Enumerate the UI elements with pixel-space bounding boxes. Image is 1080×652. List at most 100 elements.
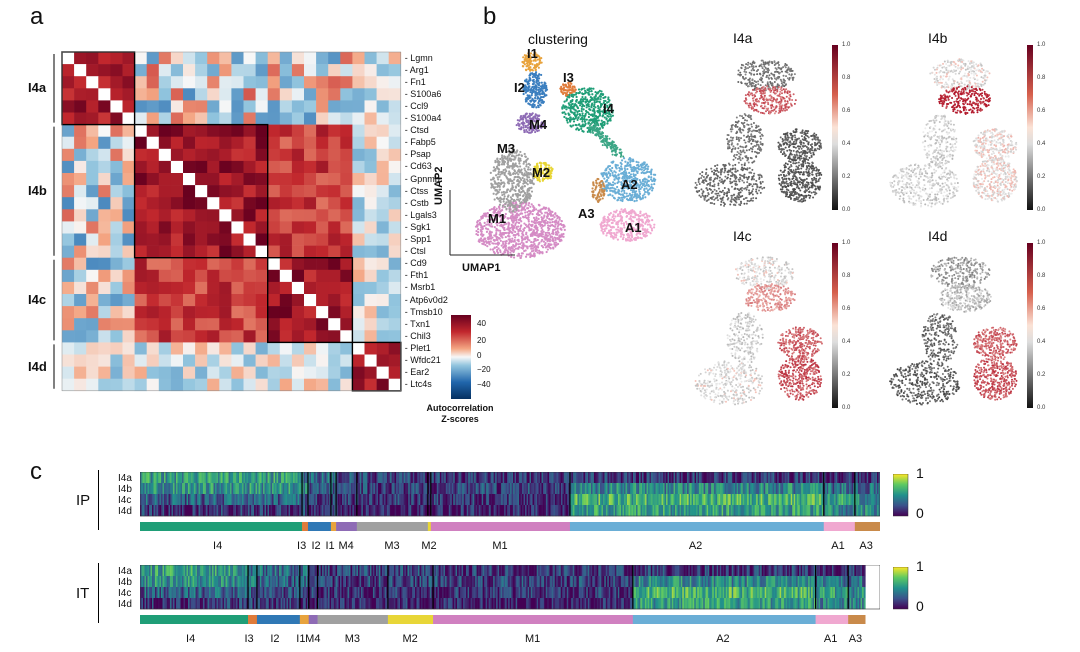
cell-point [631, 166, 634, 169]
cell-point [606, 135, 609, 138]
cell-point [528, 79, 531, 82]
heatmap-cell [207, 281, 220, 295]
heatmap-cell [122, 76, 135, 89]
cell-point [647, 165, 650, 168]
cell-point [729, 128, 732, 131]
cell-point [569, 108, 572, 112]
cell-point [789, 68, 792, 71]
cell-point [481, 225, 484, 228]
heatmap-cell [304, 185, 317, 198]
cell-point [562, 83, 565, 86]
cell-point [524, 100, 528, 103]
cell-point [610, 146, 613, 149]
heatmap-cell [243, 209, 256, 222]
cell-point [511, 166, 514, 169]
cell-point [514, 236, 517, 239]
cell-point [488, 237, 491, 240]
cell-point [759, 111, 762, 114]
heatmap-cell [170, 64, 184, 77]
cell-point [749, 83, 752, 86]
cell-point [524, 124, 527, 128]
cell-point [476, 233, 480, 237]
heatmap-cell [146, 257, 160, 271]
heatmap-cell [98, 366, 111, 379]
heatmap-cell [207, 148, 220, 162]
heatmap-cell [86, 257, 99, 271]
cluster-label: A3 [578, 206, 595, 221]
cell-point [625, 198, 629, 201]
cell-point [496, 251, 500, 255]
cell-point [743, 70, 746, 73]
cell-point [592, 126, 595, 129]
cell-point [519, 256, 522, 259]
cell-point [610, 218, 613, 221]
cell-point [526, 175, 529, 179]
heatmap-cell [146, 112, 160, 125]
cell-point [510, 240, 513, 243]
cell-point [514, 247, 518, 250]
cell-point [519, 197, 522, 201]
cell-point [640, 223, 643, 226]
cell-point [754, 129, 757, 132]
cell-point [509, 251, 512, 254]
heatmap-cell [86, 233, 99, 246]
cell-point [565, 108, 568, 111]
cell-point [551, 237, 554, 240]
cell-point [535, 127, 538, 130]
cell-point [773, 108, 776, 111]
heatmap-cell [110, 281, 123, 295]
heatmap-cell [122, 136, 135, 150]
heatmap-cell [110, 173, 123, 186]
heatmap-cell [170, 281, 184, 295]
cell-point [598, 188, 601, 192]
heatmap-cell [364, 52, 377, 65]
heatmap-cell [255, 245, 268, 258]
cell-point [622, 179, 625, 183]
cell-point [790, 103, 793, 106]
cell-point [622, 194, 625, 197]
heatmap-cell [352, 160, 365, 174]
heatmap-cell [243, 245, 256, 258]
cell-point [752, 66, 755, 69]
heatmap-cell [267, 112, 281, 125]
cell-point [519, 116, 522, 119]
cell-point [757, 125, 760, 128]
heatmap-cell [74, 100, 87, 113]
cell-point [628, 224, 632, 227]
cell-point [517, 252, 520, 255]
cell-point [519, 150, 522, 154]
heatmap-cell [170, 245, 184, 258]
cell-point [526, 235, 529, 238]
cell-point [541, 228, 544, 232]
cell-point [526, 196, 530, 199]
cell-point [741, 157, 744, 160]
heatmap-cell [134, 330, 147, 343]
heatmap-cell [62, 354, 75, 367]
cell-point [501, 193, 504, 197]
cell-point [785, 64, 788, 67]
heatmap-cell [158, 318, 172, 331]
cell-point [533, 243, 536, 246]
cell-point [768, 74, 771, 77]
cell-point [606, 223, 609, 226]
cell-point [514, 189, 517, 192]
heatmap-cell [231, 52, 244, 65]
colorbar-tick: 20 [477, 336, 486, 345]
heatmap-cell [316, 366, 329, 379]
cluster-label: M4 [529, 117, 548, 132]
heatmap-cell [340, 160, 353, 174]
cell-point [565, 89, 569, 92]
cell-point [523, 167, 526, 170]
heatmap-cell [279, 76, 293, 89]
cell-point [607, 219, 610, 222]
heatmap-cell [352, 148, 365, 162]
cell-point [776, 90, 779, 93]
cell-point [650, 227, 653, 230]
cell-point [498, 175, 501, 178]
cell-point [489, 178, 493, 181]
cell-point [517, 214, 520, 217]
cell-point [556, 230, 559, 233]
cell-point [616, 214, 620, 218]
cell-point [760, 79, 763, 82]
cell-point [526, 183, 529, 186]
